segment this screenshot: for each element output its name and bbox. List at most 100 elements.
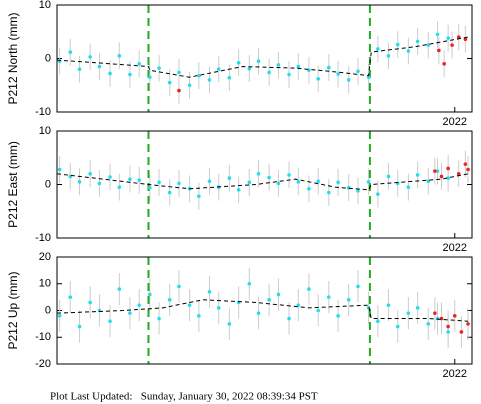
x-tick-label: 2022 (443, 116, 467, 128)
data-point (267, 175, 271, 180)
data-point (327, 65, 331, 70)
data-point (316, 77, 320, 81)
data-point (452, 314, 457, 318)
data-point (137, 178, 142, 183)
data-point (466, 167, 470, 172)
data-point (456, 172, 461, 176)
data-point (227, 176, 232, 180)
y-tick-label: -10 (35, 232, 51, 244)
data-point (446, 166, 450, 171)
data-point (450, 43, 454, 47)
data-point (216, 306, 221, 310)
data-point (287, 173, 291, 177)
data-point (356, 284, 360, 289)
data-point (346, 185, 351, 190)
data-point (137, 62, 142, 66)
data-point (177, 181, 181, 186)
data-point (406, 49, 411, 53)
data-point (415, 173, 420, 177)
data-point (463, 37, 468, 42)
plot-frame (56, 130, 473, 239)
data-point (466, 322, 470, 326)
data-point (376, 47, 380, 51)
data-point (88, 55, 92, 59)
data-point (207, 289, 212, 294)
data-point (128, 177, 132, 181)
data-point (108, 71, 112, 76)
y-tick-label: 0 (45, 178, 51, 190)
data-point (267, 298, 271, 302)
data-point (207, 179, 212, 184)
data-point (197, 314, 201, 318)
data-point (88, 300, 92, 305)
data-point (247, 66, 252, 71)
data-point (459, 330, 464, 334)
model-line (56, 173, 469, 191)
data-point (316, 179, 320, 184)
data-point (395, 42, 400, 47)
data-point (177, 284, 181, 289)
data-point (426, 322, 431, 326)
data-point (307, 186, 311, 191)
data-point (336, 180, 340, 185)
data-point (442, 62, 446, 66)
data-point (148, 75, 152, 80)
y-tick-label: -10 (35, 106, 51, 118)
data-point (336, 72, 340, 76)
data-point (256, 59, 261, 63)
data-point (316, 308, 320, 313)
panel: P212 Up (mm) -20 -10 0 10 20 2022 (6, 251, 473, 380)
data-point (227, 75, 232, 80)
data-point (395, 324, 400, 329)
data-point (167, 80, 172, 85)
data-point (376, 319, 380, 324)
data-point (446, 36, 450, 40)
y-tick-label: 10 (39, 278, 51, 290)
y-axis-label: P212 East (mm) (6, 141, 20, 228)
data-point (463, 162, 468, 166)
panel: P212 East (mm) -10 0 10 2022 (6, 125, 473, 254)
y-tick-label: 10 (39, 125, 51, 137)
data-point (177, 70, 181, 75)
data-point (366, 75, 371, 80)
data-point (128, 311, 132, 315)
data-point (446, 324, 450, 329)
data-point (148, 292, 152, 297)
data-point (137, 303, 142, 307)
y-tick-label: 0 (45, 52, 51, 64)
panel: P212 North (mm) -10 0 10 2022 (6, 0, 473, 128)
data-point (247, 281, 252, 286)
data-point (276, 181, 281, 186)
data-point (157, 66, 161, 70)
data-point (256, 311, 261, 315)
data-point (426, 43, 431, 47)
data-point (446, 176, 450, 180)
y-tick-label: -10 (35, 331, 51, 343)
y-tick-label: 10 (39, 0, 51, 11)
data-point (327, 295, 331, 299)
data-point (456, 35, 461, 39)
data-point (97, 181, 102, 186)
data-point (197, 194, 201, 199)
data-point (435, 316, 440, 321)
data-point (227, 322, 232, 326)
data-point (437, 48, 441, 53)
data-point (276, 292, 281, 297)
data-point (247, 180, 252, 185)
data-point (386, 303, 391, 307)
y-axis-label: P212 North (mm) (6, 12, 20, 104)
data-point (435, 169, 440, 173)
data-point (236, 188, 241, 192)
data-point (267, 70, 271, 75)
data-point (108, 175, 112, 179)
data-point (406, 185, 411, 189)
data-point (307, 287, 311, 291)
data-point (296, 64, 301, 69)
data-point (207, 78, 212, 82)
y-axis-label: P212 Up (mm) (6, 271, 20, 349)
data-point (57, 314, 62, 318)
data-point (117, 54, 122, 58)
data-point (68, 295, 73, 299)
data-point (296, 303, 301, 307)
data-point (157, 316, 161, 321)
